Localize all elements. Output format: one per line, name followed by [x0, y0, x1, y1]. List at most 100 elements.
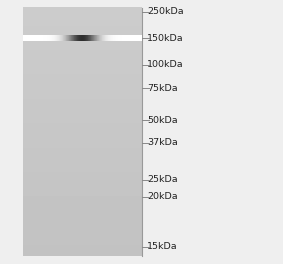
Bar — [68, 35, 69, 41]
Bar — [107, 35, 108, 41]
Bar — [47, 35, 48, 41]
Bar — [74, 35, 75, 41]
Bar — [64, 35, 65, 41]
Bar — [97, 35, 98, 41]
Bar — [78, 35, 79, 41]
Bar — [34, 35, 35, 41]
Bar — [87, 35, 88, 41]
Bar — [138, 35, 139, 41]
Bar — [42, 35, 43, 41]
Bar — [71, 35, 72, 41]
Bar — [128, 35, 129, 41]
Bar — [54, 35, 55, 41]
Bar — [95, 35, 96, 41]
Bar — [56, 35, 57, 41]
Bar — [67, 35, 68, 41]
Bar — [113, 35, 114, 41]
Bar — [100, 35, 101, 41]
Bar — [123, 35, 124, 41]
Bar — [92, 35, 93, 41]
Bar — [43, 35, 44, 41]
Bar — [132, 35, 133, 41]
Bar — [24, 35, 25, 41]
Bar — [98, 35, 99, 41]
Bar — [77, 35, 78, 41]
Bar — [110, 35, 111, 41]
Bar — [122, 35, 123, 41]
Bar — [23, 35, 24, 41]
Bar — [73, 35, 74, 41]
Bar — [66, 35, 67, 41]
Bar — [72, 35, 73, 41]
Bar — [88, 35, 89, 41]
Bar — [139, 35, 140, 41]
Bar — [55, 35, 56, 41]
Bar — [82, 35, 83, 41]
Bar — [62, 35, 63, 41]
Text: 15kDa: 15kDa — [147, 242, 178, 251]
Bar — [137, 35, 138, 41]
Text: 50kDa: 50kDa — [147, 116, 178, 125]
Bar — [133, 35, 134, 41]
Bar — [40, 35, 41, 41]
Bar — [84, 35, 85, 41]
Bar — [134, 35, 135, 41]
Bar — [120, 35, 121, 41]
Bar — [39, 35, 40, 41]
Bar — [136, 35, 137, 41]
Bar — [81, 35, 82, 41]
Bar — [58, 35, 59, 41]
Bar — [89, 35, 90, 41]
Bar — [126, 35, 127, 41]
Bar — [94, 35, 95, 41]
Bar — [36, 35, 37, 41]
Text: 37kDa: 37kDa — [147, 138, 178, 147]
Bar — [101, 35, 102, 41]
Bar — [60, 35, 61, 41]
Bar — [26, 35, 27, 41]
Bar — [29, 35, 30, 41]
Bar — [30, 35, 31, 41]
Bar — [85, 35, 86, 41]
Text: 25kDa: 25kDa — [147, 175, 178, 184]
Bar — [31, 35, 32, 41]
Bar — [127, 35, 128, 41]
Bar — [80, 35, 81, 41]
Bar — [41, 35, 42, 41]
Bar — [46, 35, 47, 41]
Bar — [115, 35, 116, 41]
Bar — [48, 35, 49, 41]
Text: 150kDa: 150kDa — [147, 34, 184, 43]
Bar — [63, 35, 64, 41]
Bar — [76, 35, 77, 41]
Bar — [53, 35, 54, 41]
Text: 20kDa: 20kDa — [147, 192, 178, 201]
Bar — [102, 35, 103, 41]
Bar — [125, 35, 126, 41]
Bar — [141, 35, 142, 41]
Bar — [106, 35, 107, 41]
Bar — [105, 35, 106, 41]
Bar — [114, 35, 115, 41]
Bar — [33, 35, 34, 41]
Bar — [32, 35, 33, 41]
Bar — [130, 35, 131, 41]
Bar — [111, 35, 112, 41]
Bar — [27, 35, 28, 41]
Bar — [118, 35, 119, 41]
Bar — [99, 35, 100, 41]
Bar — [117, 35, 118, 41]
Bar — [112, 35, 113, 41]
Bar — [44, 35, 45, 41]
Bar — [131, 35, 132, 41]
Bar — [124, 35, 125, 41]
Bar — [86, 35, 87, 41]
Bar — [108, 35, 109, 41]
Bar — [83, 35, 84, 41]
Bar — [35, 35, 36, 41]
Bar — [45, 35, 46, 41]
Bar — [69, 35, 70, 41]
Bar — [49, 35, 50, 41]
Bar — [103, 35, 104, 41]
Bar — [129, 35, 130, 41]
